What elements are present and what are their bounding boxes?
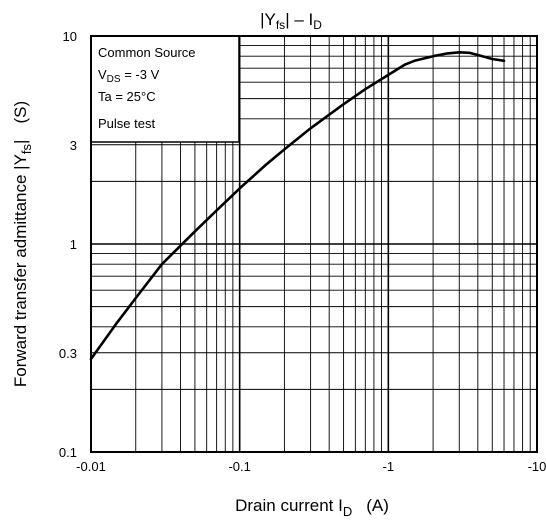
x-tick-label: -10: [528, 459, 546, 474]
conditions-box: Common Source VDS = -3 V Ta = 25°C Pulse…: [90, 35, 240, 143]
chart-title: |Yfs| – ID: [260, 10, 322, 32]
y-tick-label: 1: [70, 237, 77, 252]
plot-frame: [90, 35, 538, 453]
condition-line-1: Common Source: [98, 45, 196, 60]
y-tick-label: 10: [63, 29, 77, 44]
x-tick-label: -0.01: [76, 459, 106, 474]
series-line-yfs: [89, 50, 506, 361]
series: [89, 50, 506, 361]
y-tick-label: 3: [70, 138, 77, 153]
x-tick-label: -1: [383, 459, 395, 474]
y-tick-label: 0.3: [59, 346, 77, 361]
y-axis-title: Forward transfer admittance |Yfs|(S): [11, 101, 34, 387]
y-tick-label: 0.1: [59, 445, 77, 460]
condition-line-2: VDS = -3 V: [98, 67, 160, 85]
condition-line-3: Ta = 25°C: [98, 89, 156, 104]
condition-line-4: Pulse test: [98, 116, 155, 131]
x-tick-label: -0.1: [228, 459, 250, 474]
x-axis-title: Drain current ID (A): [235, 496, 389, 519]
tick-labels: -0.01 -0.1 -1 -10 0.1 0.3 1 3 10: [59, 29, 546, 474]
conditions-box-background: [90, 35, 240, 143]
